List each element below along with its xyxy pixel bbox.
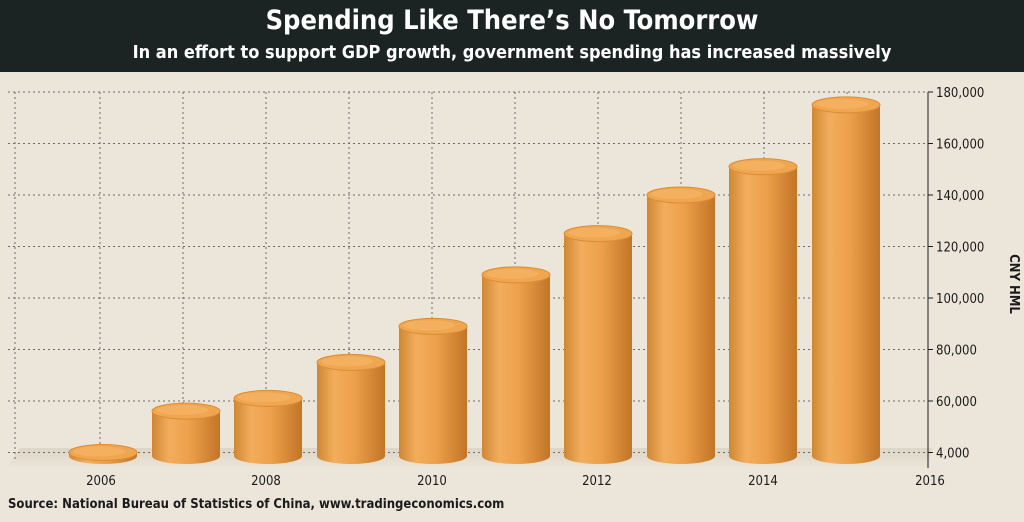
bar-top-highlight	[568, 227, 620, 238]
source-note: Source: National Bureau of Statistics of…	[8, 497, 505, 512]
bar	[811, 96, 881, 464]
y-tick-label: 60,000	[936, 395, 977, 410]
bar	[151, 402, 221, 464]
bar-top-highlight	[238, 392, 290, 403]
bar-top-highlight	[403, 320, 455, 331]
bar-top-highlight	[321, 356, 373, 367]
y-tick-label: 4,000	[936, 447, 969, 462]
x-tick-label: 2012	[582, 474, 612, 489]
chart-subtitle: In an effort to support GDP growth, gove…	[132, 42, 892, 63]
x-tick-label: 2010	[417, 474, 447, 489]
bar-body	[234, 398, 302, 464]
bar	[481, 266, 551, 464]
y-tick-label: 120,000	[936, 241, 984, 256]
bar-body	[729, 166, 797, 465]
y-tick-label: 100,000	[936, 292, 984, 307]
bar-top-highlight	[486, 268, 538, 279]
bar-chart: 4,000 60,000 80,000 100,000 120,000 140,000 16…	[8, 86, 1021, 489]
bar-body	[564, 233, 632, 464]
y-axis-label: CNY HML	[1006, 254, 1021, 314]
bar-body	[399, 326, 467, 464]
x-tick-label: 2014	[748, 474, 778, 489]
bar	[563, 225, 633, 464]
bar	[646, 186, 716, 464]
bar-top-highlight	[816, 98, 868, 109]
y-tick-label: 180,000	[936, 86, 984, 101]
bar-top-highlight	[733, 160, 785, 171]
bar	[233, 389, 303, 464]
bar-top-highlight	[156, 405, 208, 416]
x-tick-label: 2016	[915, 474, 945, 489]
bar	[68, 444, 138, 464]
header-bar: Spending Like There’s No Tomorrow In an …	[0, 0, 1024, 72]
bar-body	[647, 195, 715, 464]
bar-body	[152, 411, 220, 464]
chart-title: Spending Like There’s No Tomorrow	[265, 5, 759, 36]
y-tick-label: 160,000	[936, 138, 984, 153]
bar-top-highlight	[651, 189, 703, 199]
y-tick-label: 80,000	[936, 344, 977, 359]
bar	[398, 317, 468, 464]
y-tick-label: 140,000	[936, 189, 984, 204]
bar	[728, 158, 798, 465]
bar-body	[317, 362, 385, 464]
bar	[316, 353, 386, 464]
bar-body	[812, 104, 880, 464]
bar-body	[482, 274, 550, 464]
x-tick-label: 2008	[251, 474, 281, 489]
x-tick-label: 2006	[86, 474, 116, 489]
bar-top-highlight	[73, 446, 125, 457]
